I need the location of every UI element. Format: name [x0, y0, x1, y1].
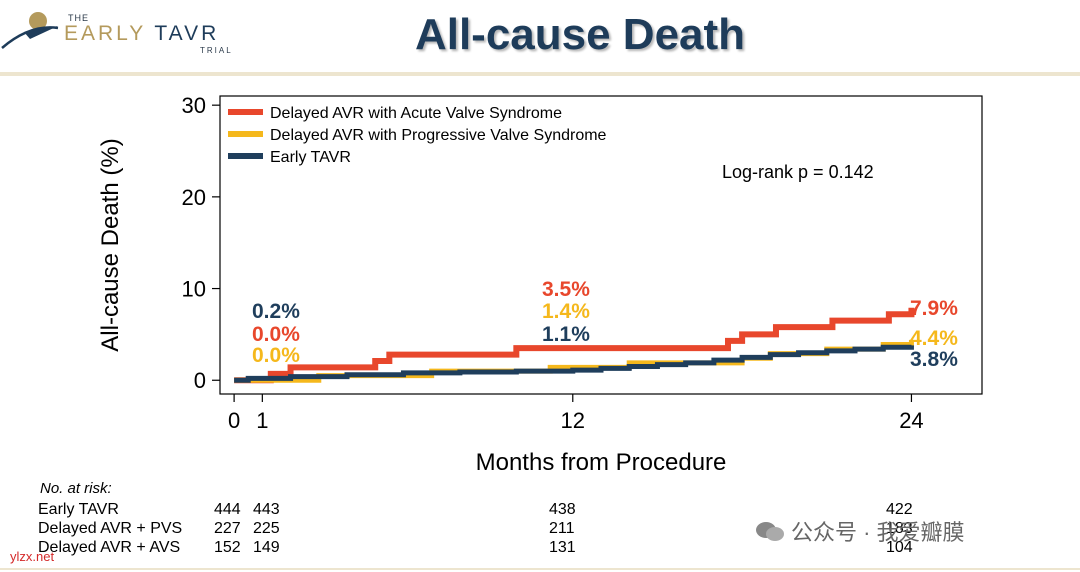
- risk-value: 225: [253, 520, 280, 537]
- x-tick-label: 12: [561, 408, 585, 433]
- risk-value: 422: [886, 501, 913, 518]
- legend-label-acute: Delayed AVR with Acute Valve Syndrome: [270, 105, 562, 122]
- risk-value: 443: [253, 501, 280, 518]
- data-label: 4.4%: [910, 327, 958, 350]
- page-title: All-cause Death: [414, 10, 746, 59]
- logo-tavr-text: TAVR: [154, 22, 220, 45]
- trial-logo: THE EARLY TAVR TRIAL: [0, 0, 260, 60]
- logo-wordmark: EARLY TAVR: [64, 22, 219, 46]
- x-tick-label: 0: [228, 408, 240, 433]
- data-label: 7.9%: [910, 297, 958, 320]
- legend-label-early: Early TAVR: [270, 149, 351, 166]
- data-label: 3.5%: [542, 278, 590, 301]
- wechat-icon: [756, 522, 784, 541]
- risk-value: 131: [549, 539, 576, 556]
- risk-value: 149: [253, 539, 280, 556]
- y-tick-label: 10: [182, 277, 206, 302]
- risk-value: 183: [886, 520, 913, 537]
- logo-trial-text: TRIAL: [200, 46, 233, 55]
- plot-frame: [219, 95, 983, 395]
- y-axis-label: All-cause Death (%): [97, 138, 124, 351]
- data-label: 1.4%: [542, 300, 590, 323]
- risk-value: 152: [214, 539, 241, 556]
- x-axis-label: Months from Procedure: [476, 449, 727, 476]
- log-rank-annotation: Log-rank p = 0.142: [722, 162, 874, 182]
- y-tick-label: 30: [182, 93, 206, 118]
- y-tick-label: 0: [194, 368, 206, 393]
- series-line-acute: [234, 307, 915, 384]
- risk-value: 211: [549, 520, 575, 537]
- risk-row-label: Early TAVR: [38, 501, 119, 518]
- risk-value: 227: [214, 520, 241, 537]
- legend: Delayed AVR with Acute Valve Syndrome De…: [228, 105, 607, 166]
- logo-plane-icon: [1, 12, 59, 49]
- x-axis: 0 1 12 24: [228, 394, 924, 433]
- data-label: 0.0%: [252, 344, 300, 367]
- header-divider: [0, 72, 1080, 76]
- legend-label-progressive: Delayed AVR with Progressive Valve Syndr…: [270, 127, 607, 144]
- footer-divider: [0, 568, 1080, 570]
- y-axis: 0 10 20 30: [182, 93, 220, 393]
- risk-value: 104: [886, 539, 913, 556]
- data-label: 3.8%: [910, 348, 958, 371]
- risk-value: 438: [549, 501, 576, 518]
- y-tick-label: 20: [182, 185, 206, 210]
- series-line-early: [234, 344, 914, 383]
- x-tick-label: 1: [256, 408, 268, 433]
- watermark-text: 公众号 · 我爱瓣膜: [791, 520, 965, 545]
- risk-table-title: No. at risk:: [40, 480, 112, 497]
- risk-value: 444: [214, 501, 241, 518]
- series-group: [234, 307, 915, 384]
- data-labels: 0.2% 0.0% 0.0% 3.5% 1.4% 1.1% 7.9% 4.4% …: [252, 278, 958, 371]
- risk-row-label: Delayed AVR + AVS: [38, 539, 181, 556]
- risk-row-label: Delayed AVR + PVS: [38, 520, 183, 537]
- source-watermark: ylzx.net: [10, 549, 55, 564]
- watermark: 公众号 · 我爱瓣膜: [755, 515, 965, 547]
- logo-the-text: THE: [68, 13, 89, 23]
- data-label: 0.0%: [252, 323, 300, 346]
- logo-early-text: EARLY: [64, 22, 146, 45]
- data-label: 1.1%: [542, 323, 590, 346]
- data-label: 0.2%: [252, 300, 300, 323]
- x-tick-label: 24: [899, 408, 923, 433]
